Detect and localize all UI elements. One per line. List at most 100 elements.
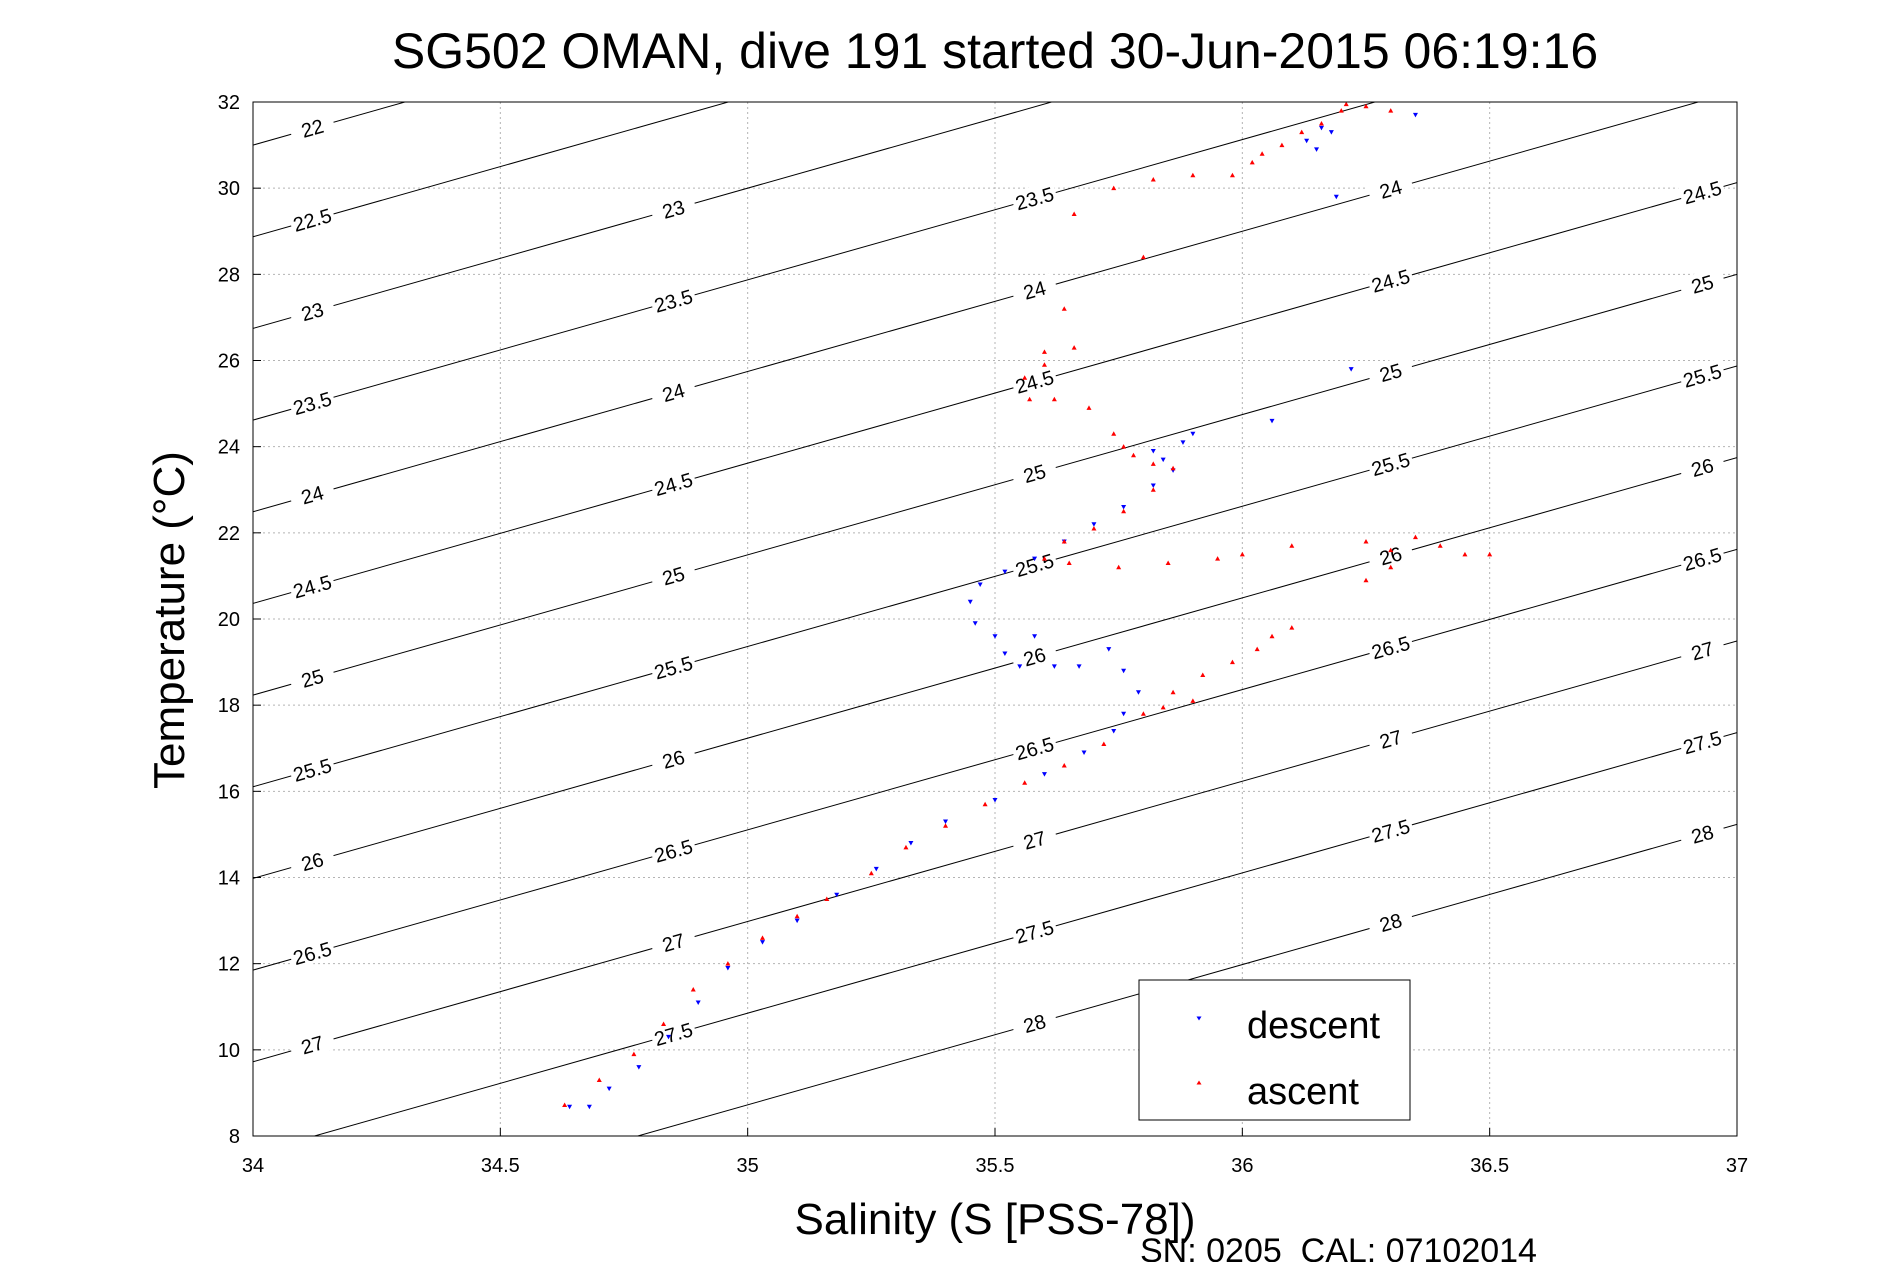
descent-point [1190,431,1196,437]
ascent-point [1022,375,1028,380]
descent-point [1318,125,1324,131]
ascent-point [1022,780,1028,785]
descent-point [725,965,731,971]
descent-point [1121,711,1127,717]
ascent-point [760,935,766,940]
density-contour-line [253,102,1054,329]
ascent-point [794,913,800,919]
legend-descent-label: descent [1247,1005,1381,1047]
ascent-point [1150,461,1156,466]
density-contour-line [253,548,1737,971]
density-label-background [1010,822,1059,856]
descent-point [606,1086,612,1092]
ascent-point [1289,625,1295,630]
ascent-point [1487,551,1493,557]
x-tick-label: 35.5 [976,1155,1015,1177]
ascent-point [1343,102,1349,107]
ascent-point [1338,108,1344,113]
ascent-point [661,1021,667,1026]
ascent-point [1437,543,1443,548]
descent-point [1121,504,1127,510]
density-label-background [649,741,698,775]
legend-ascent-marker [1196,1080,1202,1085]
descent-point [1051,664,1057,669]
descent-point [1135,690,1141,695]
density-label-background [1677,358,1727,392]
descent-point [977,582,983,588]
ascent-point [1041,349,1047,354]
density-label-background [1010,1005,1059,1040]
descent-point [1314,147,1320,152]
density-label-background [287,385,337,419]
ascent-point [1160,704,1166,710]
density-label-background [649,191,698,225]
ascent-point [1101,741,1107,746]
density-contours [253,102,1737,1136]
ascent-point [1249,159,1255,165]
density-label-background [649,1016,698,1050]
descent-point [636,1065,642,1070]
ascent-point [943,823,949,828]
y-tick-label: 28 [218,264,240,286]
density-label-background [649,466,698,500]
density-label-background [1366,354,1415,389]
legend-ascent-label: ascent [1247,1071,1359,1113]
serial-calibration-footer: SN: 0205 CAL: 07102014 [1140,1232,1537,1262]
density-contour-line [253,102,731,238]
density-label-background [287,294,337,328]
legend: descent ascent [1138,979,1411,1121]
ascent-point [1363,577,1369,583]
density-label-background [287,477,337,511]
density-label-background [1677,816,1727,850]
density-label-background [1677,724,1727,759]
descent-point [586,1104,592,1110]
ascent-point [1259,151,1265,156]
density-label-background [1366,721,1415,755]
ascent-point [982,801,988,807]
density-label-background [1677,541,1727,575]
density-label-background [1366,538,1415,572]
density-label-background [1366,446,1415,480]
density-label-background [1010,364,1059,398]
ascent-point [725,961,731,966]
descent-point [1412,112,1418,118]
descent-point [1076,664,1082,669]
ascent-point [1140,711,1146,716]
ascent-point [903,844,909,850]
ascent-point [1388,564,1394,570]
ascent-point [1462,551,1468,557]
density-contour-line [253,640,1737,1063]
descent-point [1160,457,1166,463]
ascent-point [1229,659,1235,665]
ascent-point [1041,362,1047,367]
ascent-point [1071,345,1077,350]
descent-point [1002,569,1008,575]
density-contour-line [253,457,1737,879]
descent-point [1032,634,1038,639]
density-contour-line [253,102,1701,513]
x-axis-ticks: 34 34.5 35 35.5 36 36.5 37 [242,1128,1748,1177]
ascent-point [1229,172,1235,178]
descent-point [666,1034,672,1040]
descent-point [1150,483,1156,488]
density-contour-line [253,273,1737,696]
density-label-background [649,374,698,409]
density-label-background [287,935,337,969]
density-label-background [649,283,698,317]
ascent-point [1318,121,1324,126]
density-label-background [287,752,337,786]
ascent-point [1170,465,1176,471]
descent-point [1091,522,1097,527]
descent-point [1150,448,1156,454]
y-tick-label: 10 [218,1040,240,1062]
y-tick-label: 30 [218,178,240,200]
density-label-background [1366,813,1415,847]
descent-point [1032,556,1038,562]
density-label-background [1366,171,1415,205]
y-tick-label: 32 [218,92,240,114]
y-tick-label: 22 [218,523,240,545]
y-tick-label: 16 [218,781,240,803]
y-tick-label: 8 [229,1126,240,1148]
ascent-point [1150,177,1156,182]
